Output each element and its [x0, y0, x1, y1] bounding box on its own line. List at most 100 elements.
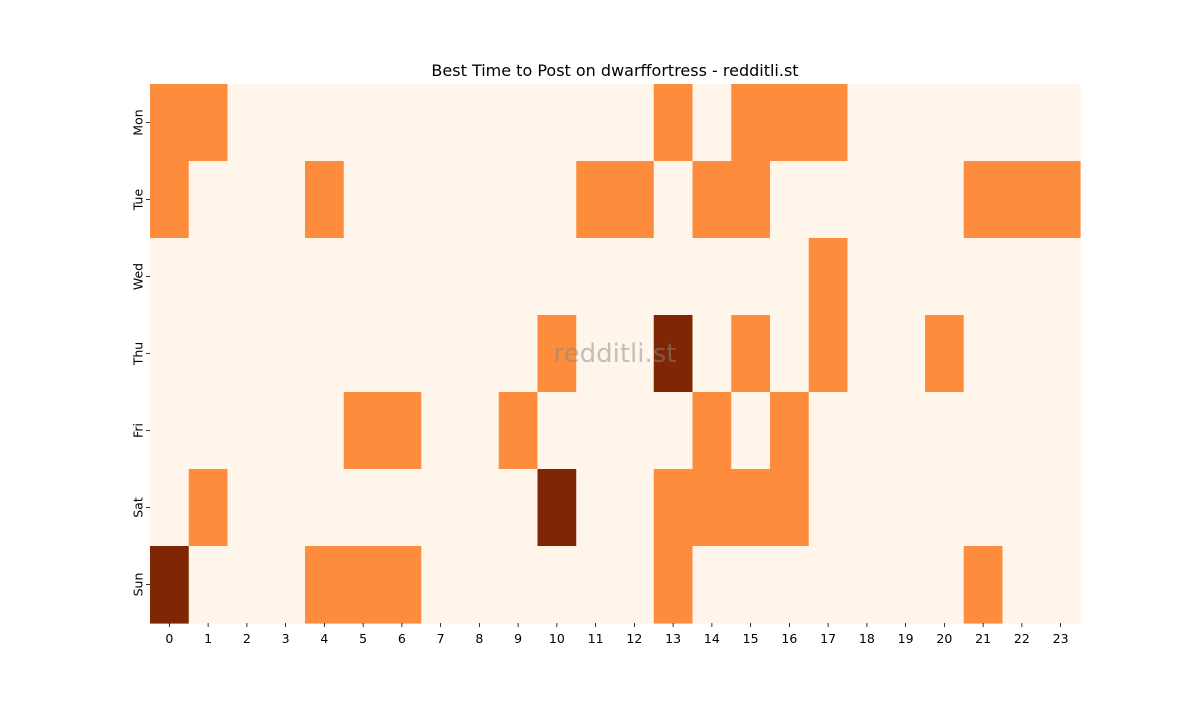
heatmap-cell-sat-11: [576, 469, 616, 547]
heatmap-cell-sat-0: [150, 469, 190, 547]
heatmap-cell-wed-5: [343, 238, 384, 316]
heatmap-cell-sun-2: [227, 546, 267, 624]
heatmap-cell-sat-12: [615, 469, 655, 547]
heatmap-cell-thu-23: [1041, 315, 1081, 393]
heatmap-cell-thu-7: [421, 315, 461, 393]
heatmap-cell-wed-9: [498, 238, 539, 316]
heatmap-cell-tue-21: [963, 161, 1004, 239]
heatmap-cell-mon-15: [731, 84, 771, 162]
heatmap-cell-wed-11: [576, 238, 616, 316]
heatmap-cell-fri-8: [460, 392, 500, 470]
heatmap-cell-thu-8: [460, 315, 500, 393]
heatmap-cell-fri-1: [188, 392, 229, 470]
heatmap-cell-thu-2: [227, 315, 267, 393]
heatmap-cell-wed-3: [266, 238, 306, 316]
x-axis: 0 1 2 3 4 5 6 7 8 9 10 11 12 13 14 15 16 17 18 19 20 21 22 23: [165, 623, 1069, 646]
heatmap-cell-wed-13: [653, 238, 694, 316]
heatmap-cell-tue-17: [808, 161, 849, 239]
heatmap-cell-thu-11: [576, 315, 616, 393]
heatmap-cell-tue-11: [576, 161, 616, 239]
heatmap-cell-tue-19: [886, 161, 926, 239]
x-tick-label-3: 3: [282, 631, 290, 646]
heatmap-cell-fri-0: [150, 392, 190, 470]
heatmap-cell-sat-21: [963, 469, 1004, 547]
heatmap-cell-mon-12: [615, 84, 655, 162]
heatmap-cell-tue-3: [266, 161, 306, 239]
heatmap-cell-wed-1: [188, 238, 229, 316]
heatmap-cell-tue-10: [537, 161, 577, 239]
heatmap-cell-thu-22: [1002, 315, 1042, 393]
heatmap-cell-sun-15: [731, 546, 771, 624]
heatmap-cell-tue-0: [150, 161, 190, 239]
x-tick-label-12: 12: [626, 631, 642, 646]
heatmap-cell-sun-22: [1002, 546, 1042, 624]
x-tick-label-18: 18: [859, 631, 875, 646]
heatmap-cell-thu-9: [498, 315, 539, 393]
x-tick-label-22: 22: [1014, 631, 1030, 646]
heatmap-cell-sun-16: [770, 546, 810, 624]
chart-title: Best Time to Post on dwarffortress - red…: [431, 61, 798, 80]
heatmap-cell-fri-14: [692, 392, 732, 470]
heatmap-cell-mon-6: [382, 84, 422, 162]
heatmap-cell-thu-20: [925, 315, 965, 393]
heatmap-cell-fri-18: [847, 392, 887, 470]
heatmap-cell-sat-7: [421, 469, 461, 547]
heatmap-cell-thu-16: [770, 315, 810, 393]
heatmap-cell-tue-23: [1041, 161, 1081, 239]
y-tick-label-fri: Fri: [131, 423, 146, 438]
heatmap-cell-fri-13: [653, 392, 694, 470]
heatmap-cell-fri-22: [1002, 392, 1042, 470]
heatmap-cell-sat-19: [886, 469, 926, 547]
x-tick-label-0: 0: [165, 631, 173, 646]
heatmap-cell-wed-2: [227, 238, 267, 316]
heatmap-cell-sun-13: [653, 546, 694, 624]
heatmap-cell-mon-21: [963, 84, 1004, 162]
heatmap-cell-mon-14: [692, 84, 732, 162]
heatmap-cell-fri-16: [770, 392, 810, 470]
heatmap-cell-mon-20: [925, 84, 965, 162]
y-tick-label-mon: Mon: [131, 109, 146, 135]
heatmap-cell-thu-17: [808, 315, 849, 393]
heatmap-cell-thu-15: [731, 315, 771, 393]
heatmap-cell-mon-13: [653, 84, 694, 162]
x-tick-label-13: 13: [665, 631, 681, 646]
heatmap-cell-wed-15: [731, 238, 771, 316]
heatmap-cell-thu-21: [963, 315, 1004, 393]
heatmap-cell-tue-13: [653, 161, 694, 239]
heatmap-cell-sat-2: [227, 469, 267, 547]
x-tick-label-10: 10: [549, 631, 565, 646]
heatmap-cell-sun-12: [615, 546, 655, 624]
heatmap-cell-mon-11: [576, 84, 616, 162]
heatmap-cell-thu-19: [886, 315, 926, 393]
heatmap-cell-mon-5: [343, 84, 384, 162]
heatmap-cell-fri-9: [498, 392, 539, 470]
x-tick-label-15: 15: [743, 631, 759, 646]
heatmap-cell-sat-13: [653, 469, 694, 547]
heatmap-cell-wed-23: [1041, 238, 1081, 316]
heatmap-cell-sat-10: [537, 469, 577, 547]
heatmap-cell-sun-11: [576, 546, 616, 624]
x-tick-label-21: 21: [975, 631, 991, 646]
x-tick-label-19: 19: [898, 631, 914, 646]
heatmap-cell-sun-10: [537, 546, 577, 624]
heatmap-cell-sun-3: [266, 546, 306, 624]
heatmap-cell-thu-14: [692, 315, 732, 393]
heatmap-cell-sat-4: [305, 469, 345, 547]
heatmap-cell-tue-16: [770, 161, 810, 239]
heatmap-cell-wed-16: [770, 238, 810, 316]
heatmap-cell-mon-8: [460, 84, 500, 162]
heatmap-cell-thu-0: [150, 315, 190, 393]
heatmap-cell-wed-20: [925, 238, 965, 316]
heatmap-cell-wed-8: [460, 238, 500, 316]
heatmap-cell-sun-21: [963, 546, 1004, 624]
heatmap-cell-sat-8: [460, 469, 500, 547]
heatmap-cell-thu-13: [653, 315, 694, 393]
heatmap-cell-mon-17: [808, 84, 849, 162]
heatmap-cell-sat-5: [343, 469, 384, 547]
heatmap-cell-fri-10: [537, 392, 577, 470]
heatmap-cell-tue-1: [188, 161, 229, 239]
heatmap-cell-tue-18: [847, 161, 887, 239]
heatmap-cell-tue-5: [343, 161, 384, 239]
y-tick-label-sat: Sat: [131, 497, 146, 518]
